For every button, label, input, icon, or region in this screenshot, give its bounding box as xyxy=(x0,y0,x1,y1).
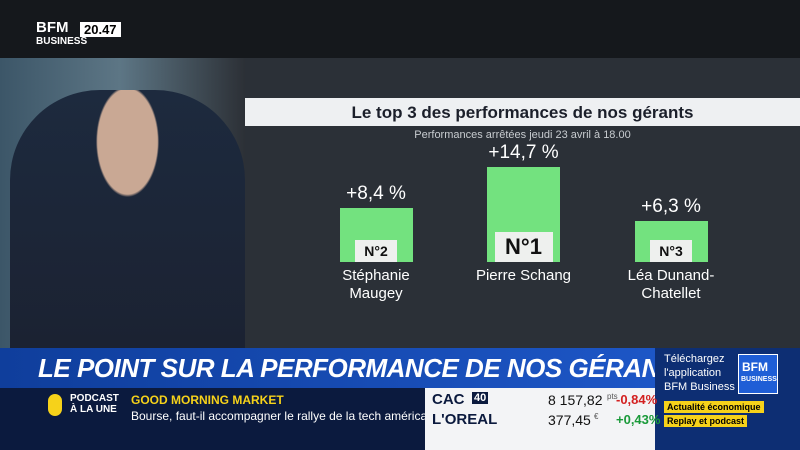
promo-line: BFM Business xyxy=(664,381,735,393)
rank-label: N°2 xyxy=(355,240,397,262)
ticker-tag-top: PODCAST xyxy=(70,393,119,404)
headline-bar xyxy=(0,348,655,388)
ticker-show: GOOD MORNING MARKET xyxy=(131,393,284,407)
category-label: Pierre Schang xyxy=(475,267,572,284)
presenter xyxy=(10,90,245,348)
promo-logo xyxy=(738,354,778,394)
channel-logo-bottom: BUSINESS xyxy=(36,36,88,47)
ticker-tag-bottom: À LA UNE xyxy=(70,404,117,415)
value-label: +8,4 % xyxy=(346,182,406,204)
chart-title-bar xyxy=(245,98,800,126)
top-bar xyxy=(0,0,800,58)
quote-change: +0,43% xyxy=(616,412,661,427)
quote-price: 8 157,82 xyxy=(548,392,603,408)
category-label: Stéphanie Maugey xyxy=(342,267,410,302)
quote-price: 377,45 xyxy=(548,412,591,428)
promo-line: l'application xyxy=(664,367,722,379)
podcast-icon xyxy=(48,394,62,416)
channel-logo-top: BFM xyxy=(36,19,69,36)
chart-title: Le top 3 des performances de nos gérants xyxy=(351,103,694,122)
quote-unit: € xyxy=(594,412,599,421)
quote-change: -0,84% xyxy=(616,392,658,407)
rank-label: N°3 xyxy=(650,240,692,262)
ticker-bar xyxy=(0,388,425,450)
promo-line: Téléchargez xyxy=(664,353,725,365)
badge: Replay et podcast xyxy=(664,415,748,427)
quote-name: CAC xyxy=(432,391,465,408)
badge: Actualité économique xyxy=(664,401,764,413)
category-label: Léa Dunand-Chatellet xyxy=(627,267,715,302)
value-label: +6,3 % xyxy=(641,196,701,218)
rank-label: N°1 xyxy=(494,232,553,262)
quote-box xyxy=(425,388,655,450)
quote-unit: pts xyxy=(607,392,618,401)
quote-name: L'OREAL xyxy=(432,411,498,428)
chart-subtitle: Performances arrêtées jeudi 23 avril à 1… xyxy=(414,129,631,141)
quote-badge: 40 xyxy=(472,392,489,404)
promo-logo-top: BFM xyxy=(742,360,768,374)
promo-logo-bottom: BUSINESS xyxy=(741,376,777,383)
headline: LE POINT SUR LA PERFORMANCE DE NOS GÉRAN… xyxy=(38,353,693,383)
value-label: +14,7 % xyxy=(488,142,559,164)
ticker-story: Bourse, faut-il accompagner le rallye de… xyxy=(131,409,454,423)
clock: 20.47 xyxy=(80,22,121,37)
